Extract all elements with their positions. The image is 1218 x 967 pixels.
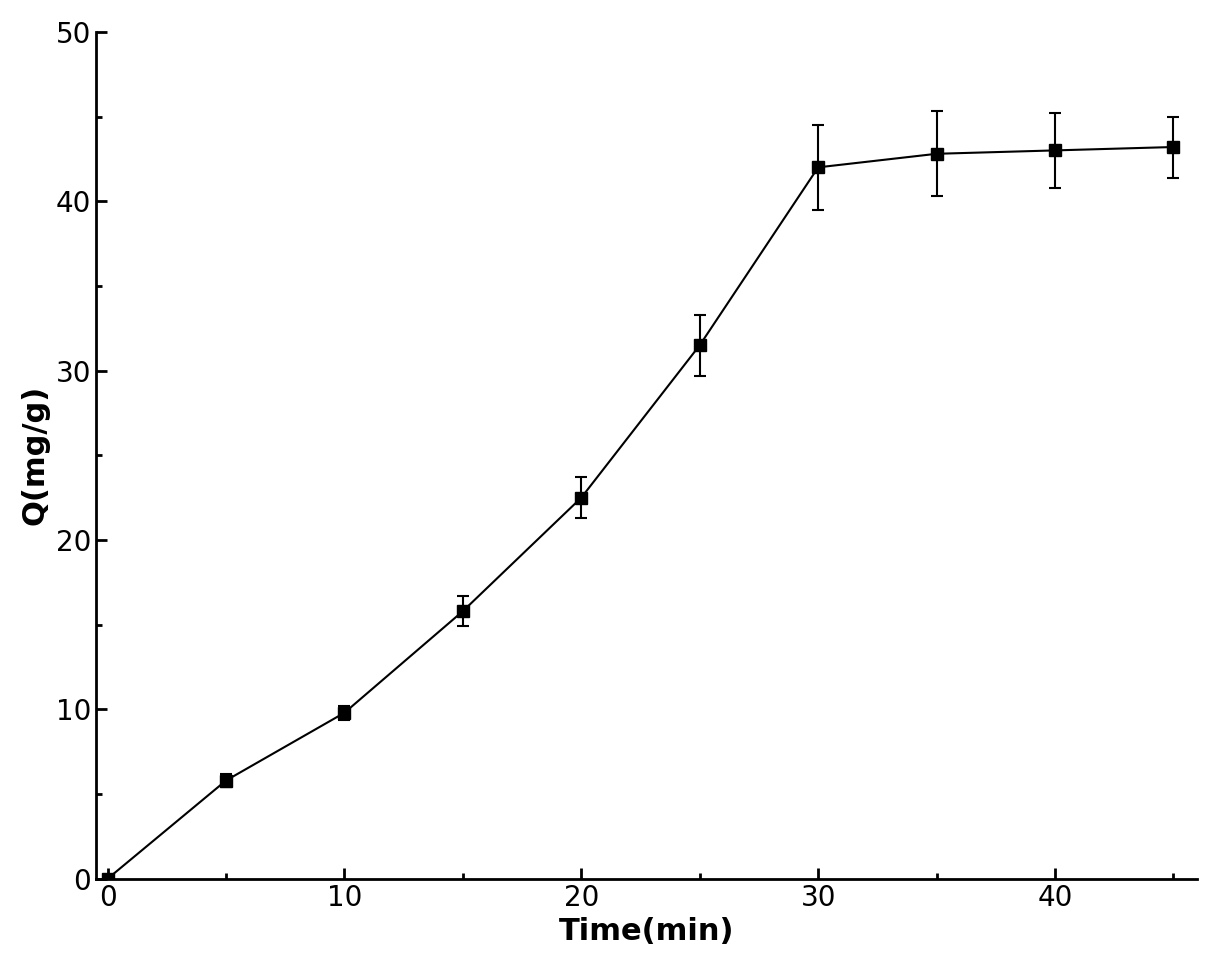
X-axis label: Time(min): Time(min) <box>559 917 734 946</box>
Y-axis label: Q(mg/g): Q(mg/g) <box>21 385 50 525</box>
